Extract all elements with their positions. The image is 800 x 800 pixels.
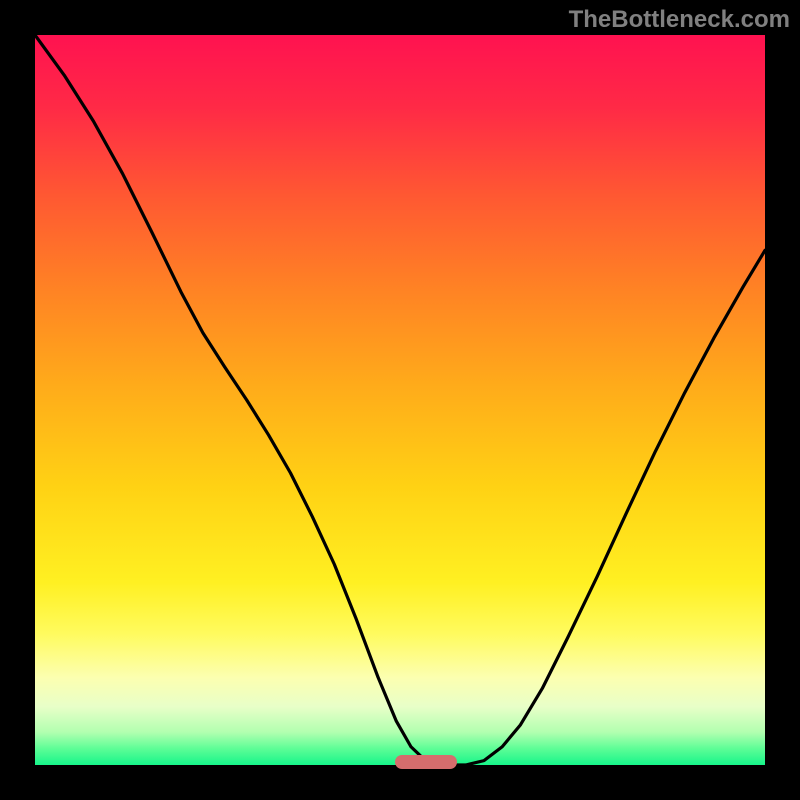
bottleneck-curve	[35, 35, 765, 765]
plot-area	[35, 35, 765, 765]
optimum-marker	[395, 755, 457, 770]
chart-frame: TheBottleneck.com	[0, 0, 800, 800]
watermark-text: TheBottleneck.com	[569, 6, 790, 34]
